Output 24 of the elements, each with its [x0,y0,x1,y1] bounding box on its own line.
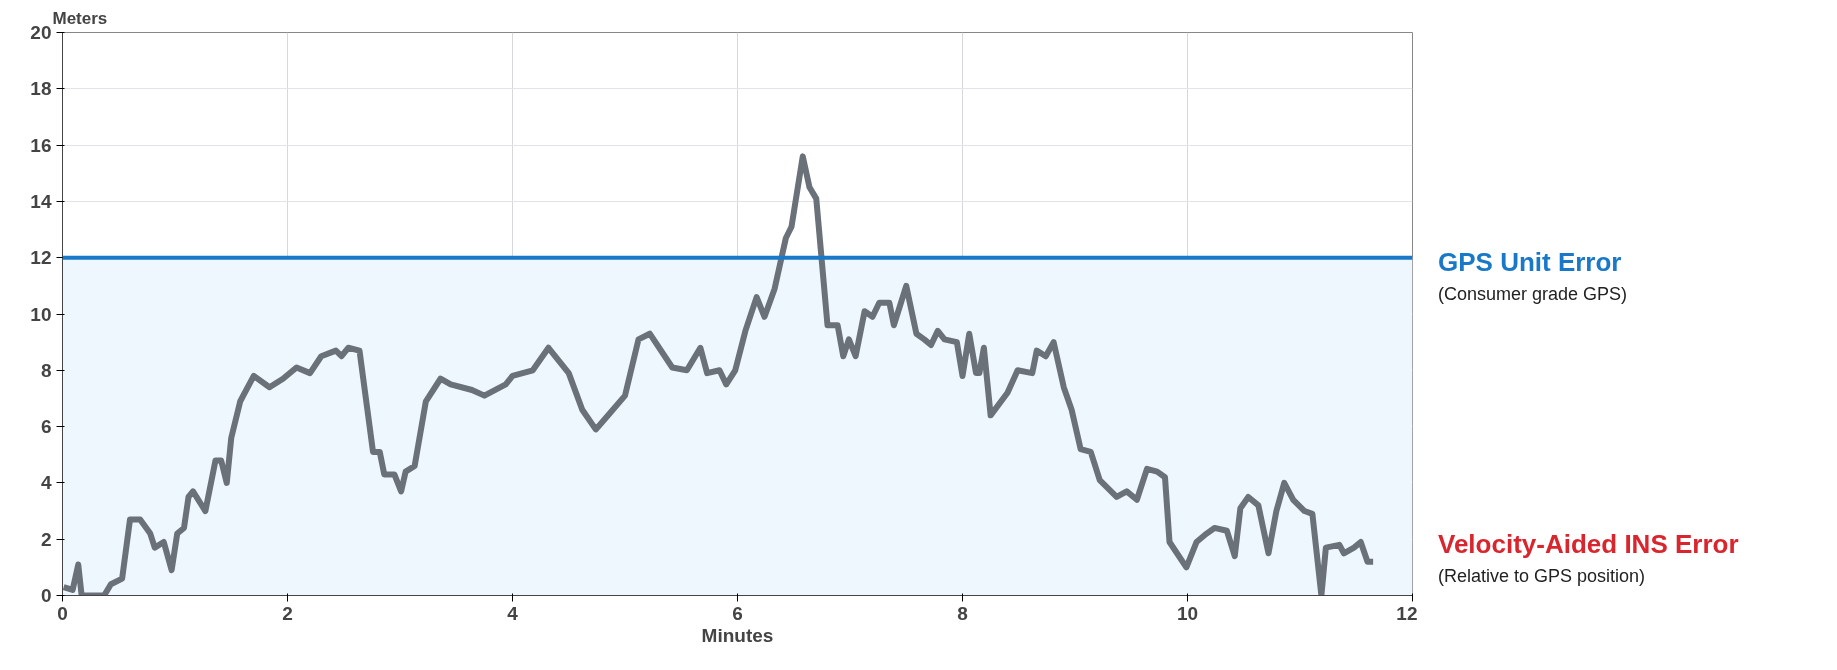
text: Velocity-Aided INS Error [1438,527,1739,561]
y-tick-label: 4 [40,472,52,494]
x-axis-title: Minutes [701,624,774,646]
y-tick-label: 2 [40,528,52,550]
x-tick-label: 2 [282,602,293,624]
y-tick-label: 16 [30,134,52,156]
y-tick-label: 0 [40,585,52,606]
x-tick-label: 0 [57,602,68,624]
x-tick-label: 12 [1396,602,1418,624]
y-tick-label: 20 [30,22,52,43]
y-tick-label: 6 [40,416,52,438]
ref-line-label: GPS Unit Error [1438,245,1622,279]
x-tick-label: 6 [732,602,743,624]
y-axis-title: Meters [52,8,108,28]
y-tick-label: 14 [30,190,52,212]
y-tick-label: 8 [40,359,52,381]
text: (Relative to GPS position) [1438,564,1646,588]
text: (Consumer grade GPS) [1438,282,1628,306]
y-tick-label: 18 [30,78,52,100]
x-tick-label: 4 [507,602,519,624]
y-tick-label: 10 [30,303,52,325]
x-tick-label: 10 [1176,602,1199,624]
x-tick-label: 8 [957,602,968,624]
y-tick-label: 12 [30,247,52,269]
